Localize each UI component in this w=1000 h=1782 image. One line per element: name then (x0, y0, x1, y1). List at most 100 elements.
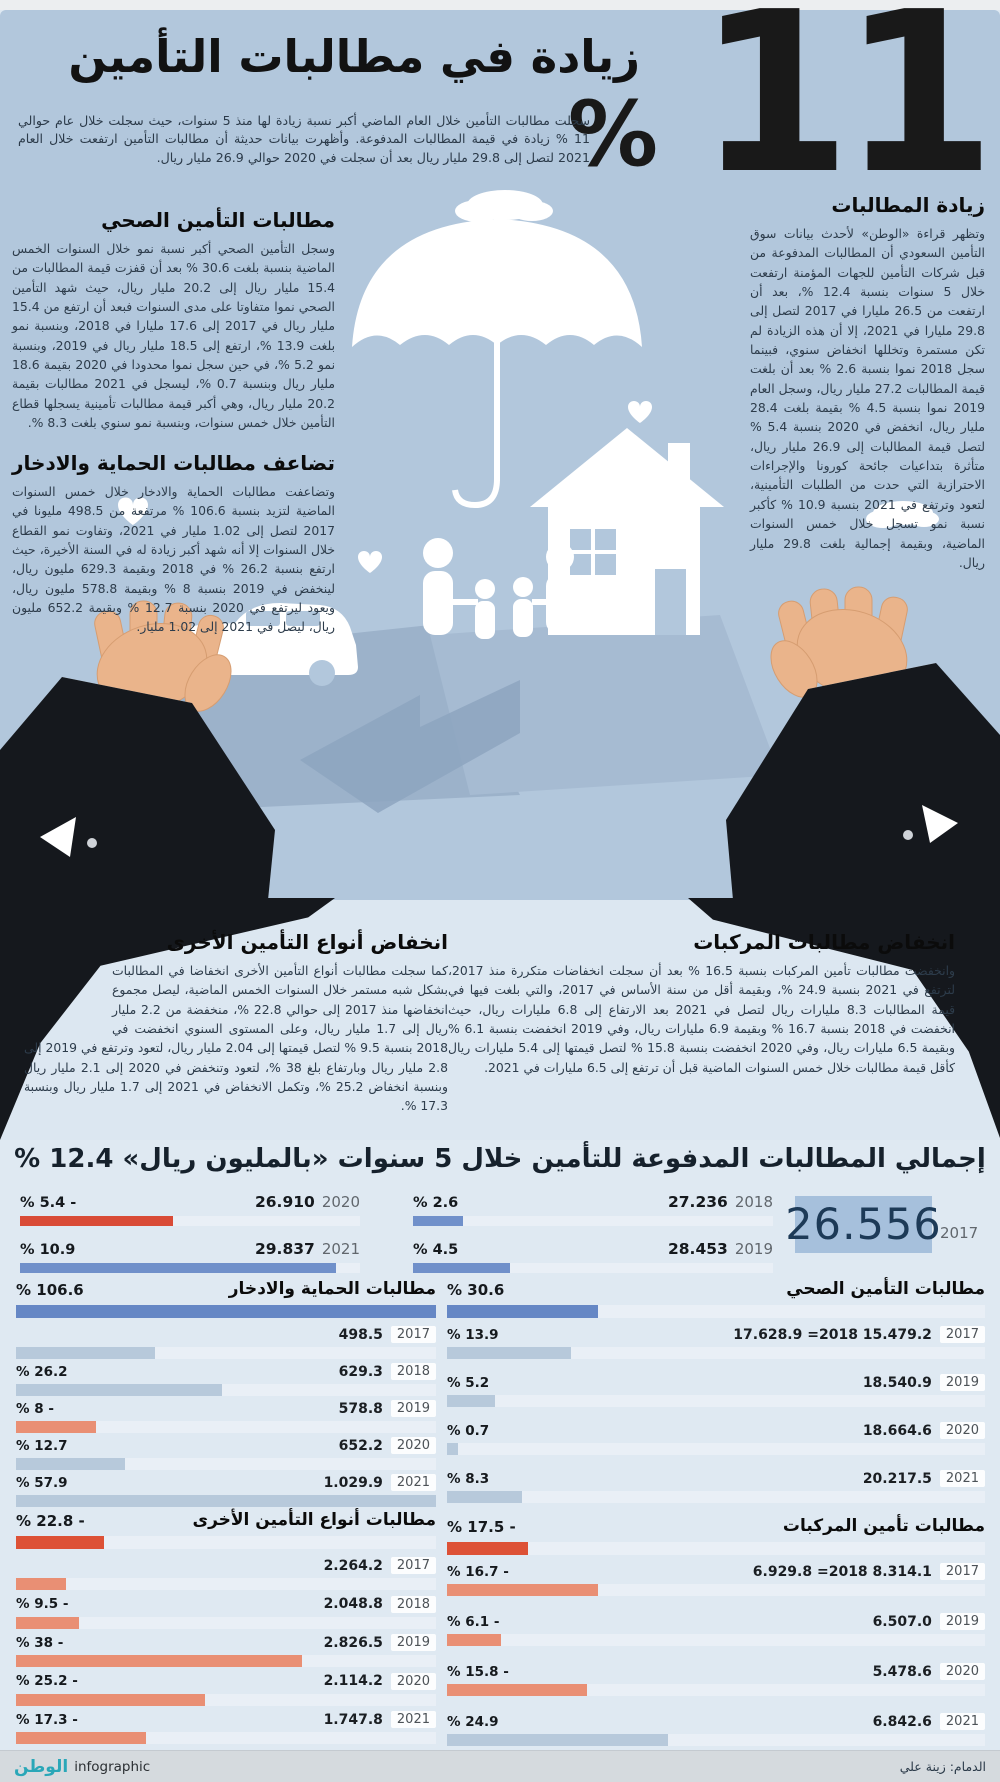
row-pct: % 13.9 (447, 1326, 499, 1343)
row-value: 6.507.0 (872, 1613, 932, 1630)
heart-icon (628, 401, 652, 423)
panel-row: % 15.8 - 5.478.6 2020 (447, 1663, 985, 1696)
section-health: مطالبات التأمين الصحي وسجل التأمين الصحي… (12, 208, 335, 432)
bar-track (447, 1395, 985, 1407)
row-value: 18.540.9 (862, 1374, 932, 1391)
claims-panel: % 17.5 - مطالبات تأمين المركبات % 16.7 -… (447, 1516, 985, 1746)
intro-paragraph: سجلت مطالبات التأمين خلال العام الماضي أ… (18, 113, 590, 165)
brand: الوطن infographic (14, 1757, 150, 1777)
section-heading: زيادة المطالبات (831, 193, 985, 217)
row-pct: % 4.5 (413, 1242, 459, 1258)
bar-track (447, 1305, 985, 1318)
row-value: 652.2 (338, 1437, 383, 1454)
bar-track (447, 1347, 985, 1359)
row-bar-fill (447, 1584, 598, 1596)
brand-suffix: infographic (74, 1758, 151, 1775)
row-year: 2019 (390, 1400, 436, 1417)
bar-track (447, 1684, 985, 1696)
panel-rows: % 13.9 17.628.9 =2018 15.479.2 2017 % 5.2… (447, 1326, 985, 1503)
row-year: 2018 (390, 1363, 436, 1380)
row-pct: % 10.9 (20, 1242, 76, 1258)
row-value: 629.3 (338, 1363, 383, 1380)
row-year: 2021 (939, 1713, 985, 1730)
row-value: 6.842.6 (872, 1713, 932, 1730)
row-year: 2017 (939, 1326, 985, 1343)
panel-pct: % 22.8 - (16, 1512, 85, 1530)
summary-group-2018-2019: % 2.6 27.236 2018 % 4.5 28.453 2019 (413, 1192, 773, 1286)
alwatan-logo: الوطن (14, 1756, 69, 1777)
row-year: 2019 (939, 1613, 985, 1630)
summary-group-2020-2021: % 5.4 - 26.910 2020 % 10.9 29.837 2021 (20, 1192, 360, 1286)
row-value: 5.478.6 (872, 1663, 932, 1680)
row-pct: % 8.3 (447, 1470, 490, 1487)
row-pct: % 9.5 - (16, 1596, 69, 1612)
bar-track (16, 1616, 436, 1629)
row-year: 2021 (390, 1711, 436, 1728)
base-year-value: 26.556 (785, 1199, 942, 1250)
row-bar-fill (16, 1578, 67, 1590)
panel-row: % 8.3 20.217.5 2021 (447, 1470, 985, 1503)
family-icon (423, 538, 574, 639)
panel-row: % 26.2 629.3 2018 (16, 1363, 436, 1396)
row-value: 498.5 (338, 1326, 383, 1343)
panel-bar-fill (447, 1542, 528, 1555)
panel-pct: % 17.5 - (447, 1518, 516, 1536)
row-pct: % 38 - (16, 1634, 64, 1651)
row-pct: % 26.2 (16, 1363, 68, 1380)
panel-bar-fill (447, 1305, 598, 1318)
panel-title: مطالبات أنواع التأمين الأخرى (192, 1510, 436, 1530)
bar-track (16, 1693, 436, 1706)
bar-track (447, 1443, 985, 1455)
panel-row: % 6.1 - 6.507.0 2019 (447, 1613, 985, 1646)
panel-row: % 57.9 1.029.9 2021 (16, 1474, 436, 1507)
row-year: 2020 (390, 1672, 436, 1690)
hand-right (726, 586, 1000, 900)
hero-section: 11 % زيادة في مطالبات التأمين سجلت مطالب… (0, 0, 1000, 900)
section-body: وتظهر قراءة «الوطن» لأحدث بيانات سوق الت… (750, 226, 986, 570)
row-pct: % 5.4 - (20, 1195, 77, 1211)
bar-track (16, 1347, 436, 1359)
row-year: 2020 (939, 1663, 985, 1680)
summary-row: % 5.4 - 26.910 2020 (20, 1192, 360, 1226)
heart-icon (118, 497, 382, 573)
row-pct: % 57.9 (16, 1474, 68, 1491)
row-year: 2020 (390, 1437, 436, 1454)
row-value: 1.029.9 (323, 1474, 383, 1491)
row-bar-fill (16, 1693, 205, 1706)
row-pct: % 16.7 - (447, 1563, 509, 1580)
panel-row: % 0.7 18.664.6 2020 (447, 1422, 985, 1455)
panel-bar-fill (16, 1305, 436, 1318)
row-year: 2020 (321, 1193, 360, 1211)
row-pct: % 5.2 (447, 1374, 490, 1391)
section-body: وانخفضت مطالبات تأمين المركبات بنسبة 16.… (448, 963, 956, 1075)
row-bar-fill (16, 1421, 96, 1433)
bar-track (16, 1536, 436, 1549)
row-year: 2018 (390, 1595, 436, 1613)
row-bar-fill (16, 1655, 302, 1667)
panel-row: % 13.9 17.628.9 =2018 15.479.2 2017 (447, 1326, 985, 1359)
bar-track (413, 1216, 773, 1226)
bar-track (16, 1578, 436, 1590)
row-bar-fill (447, 1634, 501, 1646)
bar-track (16, 1458, 436, 1470)
row-bar-fill (447, 1491, 523, 1503)
row-year: 2021 (390, 1474, 436, 1491)
section-body: وسجل التأمين الصحي أكبر نسبة نمو خلال ال… (12, 241, 336, 431)
footer: الوطن infographic الدمام: زينة علي (0, 1750, 1000, 1782)
row-bar-fill (20, 1263, 337, 1273)
panel-rows: % 16.7 - 6.929.8 =2018 8.314.1 2017 % 6.1… (447, 1563, 985, 1746)
row-value: 26.910 (254, 1193, 315, 1211)
section-heading: مطالبات التأمين الصحي (101, 208, 335, 232)
row-year: 2020 (939, 1422, 985, 1439)
panel-rows: 2.264.2 2017 % 9.5 - 2.048.8 2018 % 38 - 2… (16, 1557, 436, 1744)
row-pct: % 17.3 - (16, 1711, 78, 1728)
panel-bar-fill (16, 1536, 105, 1549)
base-year-value-box: 26.556 (785, 1196, 941, 1253)
insurance-protection-illustration (0, 190, 1000, 900)
row-year: 2019 (390, 1634, 436, 1651)
panel-row: % 5.2 18.540.9 2019 (447, 1374, 985, 1407)
row-value: 2.048.8 (323, 1596, 383, 1612)
row-bar-fill (447, 1347, 571, 1359)
panel-pct: % 30.6 (447, 1281, 505, 1299)
